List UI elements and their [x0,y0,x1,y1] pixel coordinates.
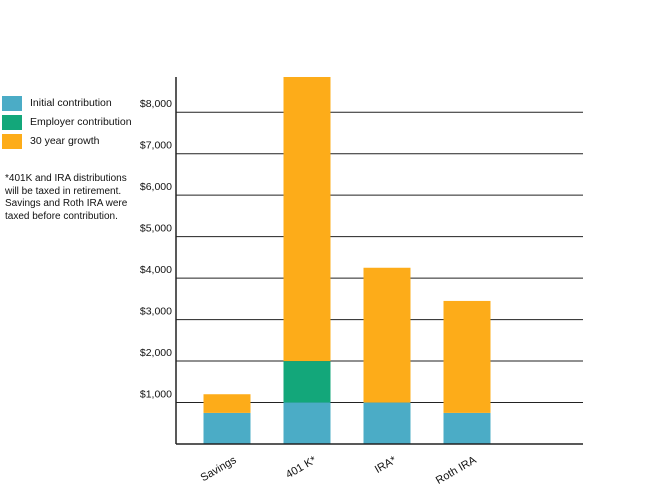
bar-segment [363,402,411,444]
legend-label: 30 year growth [30,135,100,147]
bar-segment [283,361,331,403]
bar-segment [443,300,491,413]
y-tick-label: $7,000 [140,140,172,152]
x-category-label: IRA* [373,454,399,476]
bar-segment [363,267,411,403]
bar-segment [283,402,331,444]
x-category-label: Roth IRA [434,454,479,487]
legend-swatch [2,114,22,130]
bar-segment [203,394,251,413]
bar-segment [203,412,251,444]
y-tick-label: $2,000 [140,347,172,359]
legend-label: Employer contribution [30,116,132,128]
y-tick-label: $6,000 [140,181,172,193]
legend-item: 30 year growth [2,132,132,150]
legend-item: Initial contribution [2,94,132,112]
x-category-label: Savings [199,454,239,484]
legend: Initial contribution Employer contributio… [2,94,132,151]
legend-swatch [2,95,22,111]
bar-segment [283,77,331,362]
footnote: *401K and IRA distributions will be taxe… [5,173,128,222]
bar-segment [443,412,491,444]
legend-swatch [2,133,22,149]
y-tick-label: $5,000 [140,223,172,235]
y-tick-label: $3,000 [140,306,172,318]
y-tick-label: $1,000 [140,389,172,401]
y-tick-label: $4,000 [140,264,172,276]
y-tick-label: $8,000 [140,98,172,110]
legend-label: Initial contribution [30,97,112,109]
x-category-label: 401 K* [284,454,319,481]
legend-item: Employer contribution [2,113,132,131]
